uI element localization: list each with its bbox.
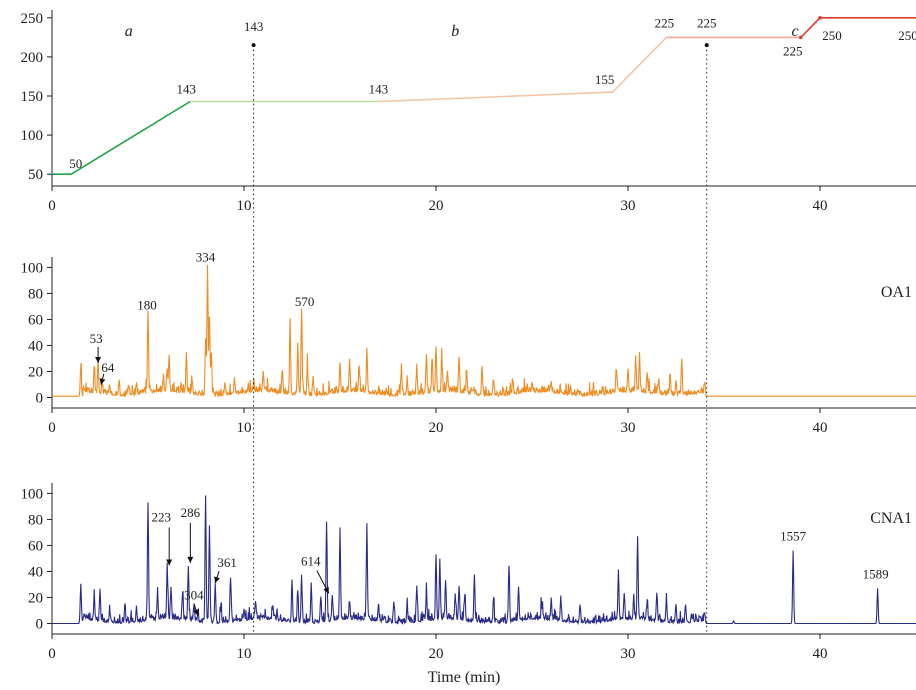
temperature-value-label: 155 xyxy=(595,72,615,87)
x-tick-label: 30 xyxy=(621,198,636,214)
y-tick-label: 60 xyxy=(28,312,43,328)
time-divider-dot xyxy=(704,43,709,48)
peak-label: 286 xyxy=(181,505,201,520)
y-tick-label: 100 xyxy=(21,486,44,502)
x-tick-label: 20 xyxy=(429,198,444,214)
y-tick-label: 0 xyxy=(36,390,44,406)
x-tick-label: 0 xyxy=(48,646,56,662)
x-tick-label: 10 xyxy=(237,646,252,662)
x-tick-label: 20 xyxy=(429,420,444,436)
y-tick-label: 250 xyxy=(21,11,44,27)
peak-label: 53 xyxy=(90,331,103,346)
peak-label: 334 xyxy=(196,249,216,264)
region-label-b: b xyxy=(451,23,459,40)
peak-label: 1589 xyxy=(863,566,889,581)
y-tick-label: 50 xyxy=(28,167,43,183)
peak-label: 223 xyxy=(151,509,171,524)
peak-arrow-head xyxy=(187,556,194,563)
peak-arrow-head xyxy=(193,609,199,616)
x-tick-label: 30 xyxy=(621,646,636,662)
temperature-program-panel: 50 100 150 200 250 0 10 20 30 40 a b c 50 143 143 143 155… xyxy=(21,10,916,214)
peak-label: 180 xyxy=(137,298,157,313)
y-tick-label: 20 xyxy=(28,364,43,380)
temperature-segment-2 xyxy=(378,36,667,103)
peak-arrow-head xyxy=(95,356,102,363)
peak-label: 64 xyxy=(101,360,115,375)
temperature-value-label: 143 xyxy=(244,19,264,34)
chromatogram-trace-oa1 xyxy=(52,264,916,398)
temperature-value-label: 250 xyxy=(822,28,842,43)
peak-label: 361 xyxy=(217,555,237,570)
temperature-value-label: 225 xyxy=(655,15,675,30)
x-tick-label: 0 xyxy=(48,198,56,214)
y-tick-label: 80 xyxy=(28,512,43,528)
segment-joint-dot xyxy=(799,35,803,40)
y-tick-label: 100 xyxy=(21,260,44,276)
temperature-value-label: 50 xyxy=(69,156,82,171)
peak-arrow-head xyxy=(323,586,329,594)
y-tick-label: 150 xyxy=(21,89,44,105)
x-axis-title: Time (min) xyxy=(428,669,501,686)
y-tick-label: 40 xyxy=(28,338,43,354)
x-tick-label: 40 xyxy=(813,646,828,662)
x-tick-label: 10 xyxy=(237,420,252,436)
x-tick-label: 10 xyxy=(237,198,252,214)
cna1-chromatogram-panel: 0 20 40 60 80 100 0 10 20 30 40 CNA1 223 286 304 361 614… xyxy=(21,483,916,662)
temperature-value-label: 143 xyxy=(369,81,389,96)
y-tick-label: 0 xyxy=(36,616,44,632)
y-tick-label: 100 xyxy=(21,128,44,144)
temperature-value-label: 225 xyxy=(697,15,717,30)
x-tick-label: 0 xyxy=(48,420,56,436)
y-tick-label: 80 xyxy=(28,286,43,302)
temperature-value-label: 250 xyxy=(898,28,916,43)
peak-label: 614 xyxy=(301,553,321,568)
y-tick-label: 60 xyxy=(28,538,43,554)
series-name-label: OA1 xyxy=(881,284,912,301)
peak-arrow-head xyxy=(166,559,173,566)
y-tick-label: 20 xyxy=(28,590,43,606)
series-name-label: CNA1 xyxy=(870,510,912,527)
peak-label: 570 xyxy=(295,294,315,309)
region-label-c: c xyxy=(791,23,798,40)
x-tick-label: 30 xyxy=(621,420,636,436)
region-label-a: a xyxy=(125,23,133,40)
x-tick-label: 40 xyxy=(813,198,828,214)
oa1-chromatogram-panel: 0 20 40 60 80 100 0 10 20 30 40 OA1 180 334 570 53 64 xyxy=(21,249,916,436)
temperature-value-label: 225 xyxy=(783,43,803,58)
peak-label: 304 xyxy=(184,588,204,603)
peak-arrow-head xyxy=(214,576,220,584)
time-divider-dot xyxy=(251,43,256,48)
x-tick-label: 40 xyxy=(813,420,828,436)
y-tick-label: 200 xyxy=(21,50,44,66)
segment-joint-dot xyxy=(818,16,822,20)
temperature-segment-0 xyxy=(52,100,191,175)
peak-label: 1557 xyxy=(780,529,807,544)
temperature-value-label: 143 xyxy=(176,81,196,96)
time-dividers xyxy=(251,43,709,634)
x-tick-label: 20 xyxy=(429,646,444,662)
y-tick-label: 40 xyxy=(28,564,43,580)
chromatogram-trace-cna1 xyxy=(52,495,916,626)
peak-arrow-head xyxy=(99,378,106,385)
